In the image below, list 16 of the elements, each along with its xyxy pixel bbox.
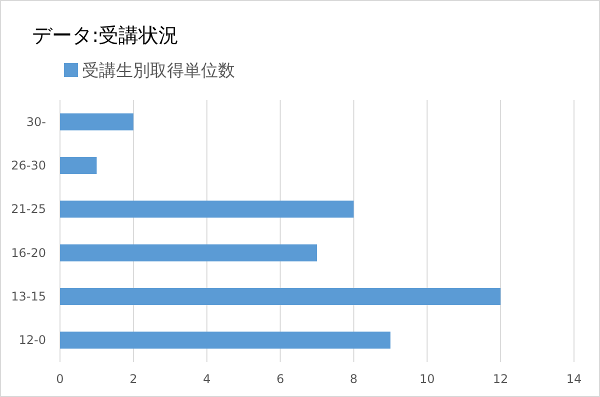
x-tick-label: 12 [492,372,508,386]
x-tick-label: 10 [420,372,435,386]
y-tick-label: 21-25 [11,202,46,216]
chart-title: データ:受講状況 [32,23,179,47]
y-tick-label: 13-15 [11,290,46,304]
legend-label: 受講生別取得単位数 [82,61,235,81]
y-tick-label: 12-0 [18,333,46,348]
y-tick-label: 30- [26,114,46,129]
x-tick-label: 14 [566,372,582,386]
y-tick-label: 26-30 [11,158,46,172]
x-tick-label: 6 [276,372,284,386]
x-tick-label: 8 [350,372,358,386]
y-tick-label: 16-20 [11,246,46,260]
x-tick-label: 2 [130,372,138,386]
x-tick-label: 0 [56,372,64,386]
x-tick-label: 4 [203,372,211,386]
